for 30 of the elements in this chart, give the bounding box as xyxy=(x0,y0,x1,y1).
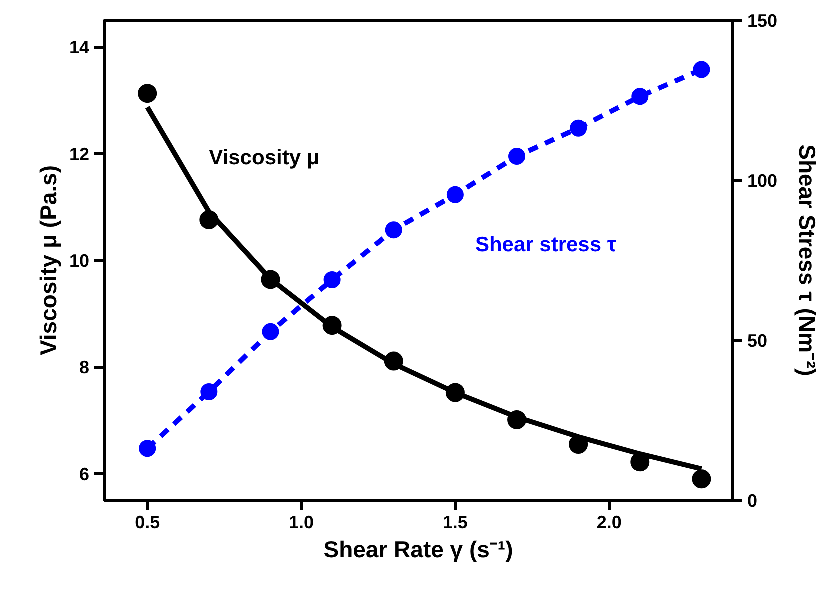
point xyxy=(324,272,341,289)
point xyxy=(262,323,280,340)
x-axis-title: Shear Rate γ (s⁻¹) xyxy=(324,536,514,562)
y2-tick-label: 50 xyxy=(748,331,768,351)
y2-tick-label: 0 xyxy=(748,491,758,511)
x-tick-label: 1.5 xyxy=(442,512,468,532)
point xyxy=(446,186,464,204)
y-tick-label: 6 xyxy=(79,464,90,484)
x-tick-label: 0.5 xyxy=(135,512,160,532)
point xyxy=(139,440,156,458)
y2-axis-title: Shear Stress τ (Nm⁻²) xyxy=(794,144,821,376)
y-axis-title: Viscosity μ (Pa.s) xyxy=(35,165,62,356)
y-tick-label: 10 xyxy=(69,251,90,271)
point xyxy=(693,61,710,78)
series-label: Shear stress τ xyxy=(475,233,618,256)
point xyxy=(508,148,526,165)
x-tick-label: 1.0 xyxy=(289,512,314,532)
x-tick-label: 2.0 xyxy=(596,512,622,532)
point xyxy=(138,84,158,104)
y-tick-label: 12 xyxy=(69,144,90,164)
y-tick-label: 8 xyxy=(79,358,90,378)
series-label: Viscosity μ xyxy=(209,146,320,170)
point xyxy=(692,470,712,489)
y2-tick-label: 150 xyxy=(748,11,778,31)
y-tick-label: 14 xyxy=(69,38,90,58)
y2-tick-label: 100 xyxy=(748,171,778,191)
point xyxy=(385,222,402,239)
point xyxy=(200,384,218,401)
point xyxy=(632,88,649,106)
point xyxy=(570,120,588,137)
